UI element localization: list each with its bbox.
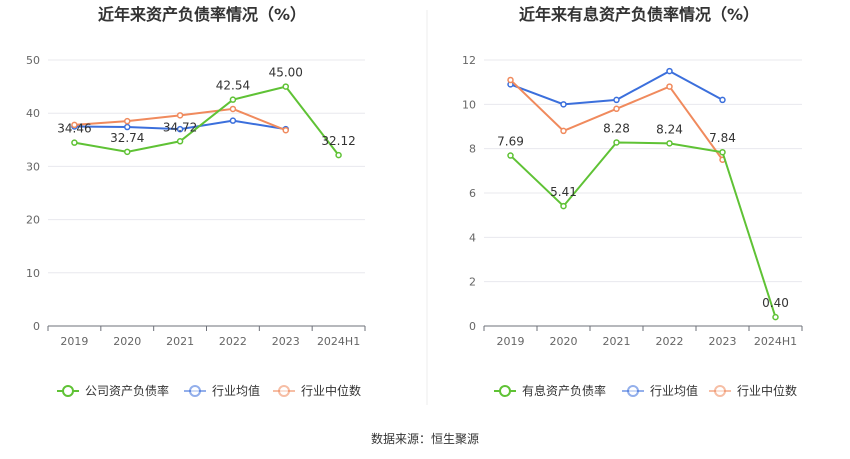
- chart-panel-debt-ratio: 近年来资产负债率情况（%） 0 10 20 30 40 50 2019 2020 2021 2022…: [26, 5, 366, 398]
- series-line-company: [509, 141, 777, 318]
- data-point-median: [507, 76, 514, 84]
- legend-marker-icon: [62, 385, 74, 397]
- data-label: 7.84: [709, 131, 736, 145]
- y-tick-label: 0: [469, 320, 476, 333]
- legend-label: 行业中位数: [301, 383, 361, 398]
- data-point-company: [71, 139, 78, 146]
- data-label: 34.46: [57, 122, 91, 136]
- x-tick-label: 2020: [550, 335, 578, 348]
- y-tick-label: 10: [26, 267, 40, 280]
- data-point-median: [176, 112, 184, 119]
- x-tick-label: 2023: [709, 335, 737, 348]
- chart-title: 近年来资产负债率情况（%）: [98, 5, 306, 24]
- data-label: 45.00: [269, 66, 303, 80]
- data-point-median: [613, 105, 620, 113]
- y-tick-label: 20: [26, 214, 40, 227]
- data-label: 32.12: [321, 134, 355, 148]
- data-label: 8.24: [656, 122, 683, 136]
- legend-marker-icon: [714, 385, 726, 397]
- y-tick-label: 40: [26, 107, 40, 120]
- data-point-company: [719, 148, 726, 156]
- x-tick-label: 2024H1: [317, 335, 360, 348]
- data-point-median: [282, 126, 289, 134]
- data-label: 5.41: [550, 185, 577, 199]
- data-point-avg: [124, 123, 131, 131]
- data-point-median: [229, 105, 237, 113]
- y-tick-label: 12: [462, 54, 476, 67]
- data-point-median: [666, 83, 673, 90]
- legend-label: 行业均值: [650, 383, 698, 398]
- legend-item-company[interactable]: 有息资产负债率: [494, 383, 606, 398]
- x-tick-label: 2021: [603, 335, 631, 348]
- data-label: 8.28: [603, 121, 630, 135]
- data-label: 7.69: [497, 135, 524, 149]
- legend-label: 公司资产负债率: [85, 383, 169, 398]
- data-point-company: [229, 96, 237, 103]
- data-label: 32.74: [110, 131, 144, 145]
- x-tick-label: 2024H1: [754, 335, 797, 348]
- data-point-avg: [176, 125, 184, 133]
- x-tick-label: 2020: [113, 335, 141, 348]
- data-point-company: [772, 313, 779, 321]
- data-point-median: [71, 121, 78, 129]
- data-point-avg: [229, 117, 237, 124]
- data-label: 42.54: [216, 79, 250, 93]
- x-tick-label: 2022: [219, 335, 247, 348]
- data-point-company: [666, 140, 673, 147]
- data-point-avg: [666, 67, 673, 75]
- data-point-company: [613, 139, 620, 146]
- data-point-avg: [560, 101, 567, 108]
- y-tick-label: 4: [469, 231, 476, 244]
- data-label: 0.40: [762, 296, 789, 310]
- data-point-company: [282, 83, 289, 90]
- legend-label: 行业中位数: [737, 383, 797, 398]
- x-tick-label: 2023: [272, 335, 300, 348]
- series-line-company: [74, 85, 340, 156]
- x-tick-label: 2021: [166, 335, 194, 348]
- chart-panel-interest-debt-ratio: 近年来有息资产负债率情况（%） 0 2 4 6 8 10 12 2019 2020 2021 2022…: [462, 5, 803, 398]
- data-point-avg: [613, 96, 620, 104]
- y-tick-label: 0: [33, 320, 40, 333]
- y-tick-label: 2: [469, 276, 476, 289]
- legend-marker-icon: [189, 385, 201, 397]
- data-point-avg: [719, 96, 726, 104]
- chart-title: 近年来有息资产负债率情况（%）: [519, 5, 759, 24]
- data-point-company: [176, 138, 184, 145]
- data-point-median: [560, 127, 567, 135]
- legend-item-avg[interactable]: 行业均值: [622, 383, 698, 398]
- y-tick-label: 50: [26, 54, 40, 67]
- data-point-company: [507, 152, 514, 159]
- y-tick-label: 6: [469, 187, 476, 200]
- x-tick-label: 2022: [656, 335, 684, 348]
- legend-item-avg[interactable]: 行业均值: [184, 383, 260, 398]
- y-tick-label: 8: [469, 143, 476, 156]
- data-label: 34.72: [163, 120, 197, 134]
- x-tick-label: 2019: [497, 335, 525, 348]
- data-point-median: [124, 117, 131, 125]
- y-tick-label: 10: [462, 98, 476, 111]
- x-tick-label: 2019: [60, 335, 88, 348]
- y-tick-label: 30: [26, 160, 40, 173]
- legend-item-company[interactable]: 公司资产负债率: [57, 383, 169, 398]
- legend-item-median[interactable]: 行业中位数: [273, 383, 361, 398]
- data-point-company: [335, 151, 342, 159]
- legend-marker-icon: [278, 385, 290, 397]
- legend-marker-icon: [627, 385, 639, 397]
- data-point-company: [560, 202, 567, 210]
- legend-item-median[interactable]: 行业中位数: [709, 383, 797, 398]
- data-source-note: 数据来源：恒生聚源: [371, 431, 479, 446]
- legend-marker-icon: [499, 385, 511, 397]
- data-point-company: [124, 148, 131, 156]
- legend-label: 有息资产负债率: [522, 383, 606, 398]
- legend-label: 行业均值: [212, 383, 260, 398]
